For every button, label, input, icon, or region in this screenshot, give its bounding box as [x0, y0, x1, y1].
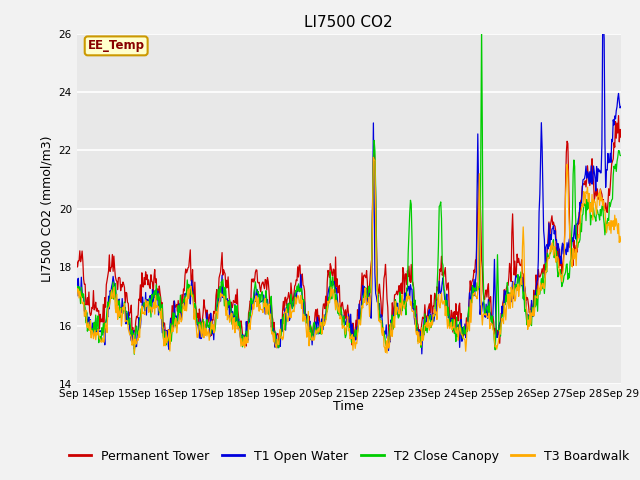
Y-axis label: LI7500 CO2 (mmol/m3): LI7500 CO2 (mmol/m3) — [40, 135, 53, 282]
Title: LI7500 CO2: LI7500 CO2 — [305, 15, 393, 30]
Text: EE_Temp: EE_Temp — [88, 39, 145, 52]
Legend: Permanent Tower, T1 Open Water, T2 Close Canopy, T3 Boardwalk: Permanent Tower, T1 Open Water, T2 Close… — [64, 444, 634, 468]
X-axis label: Time: Time — [333, 400, 364, 413]
